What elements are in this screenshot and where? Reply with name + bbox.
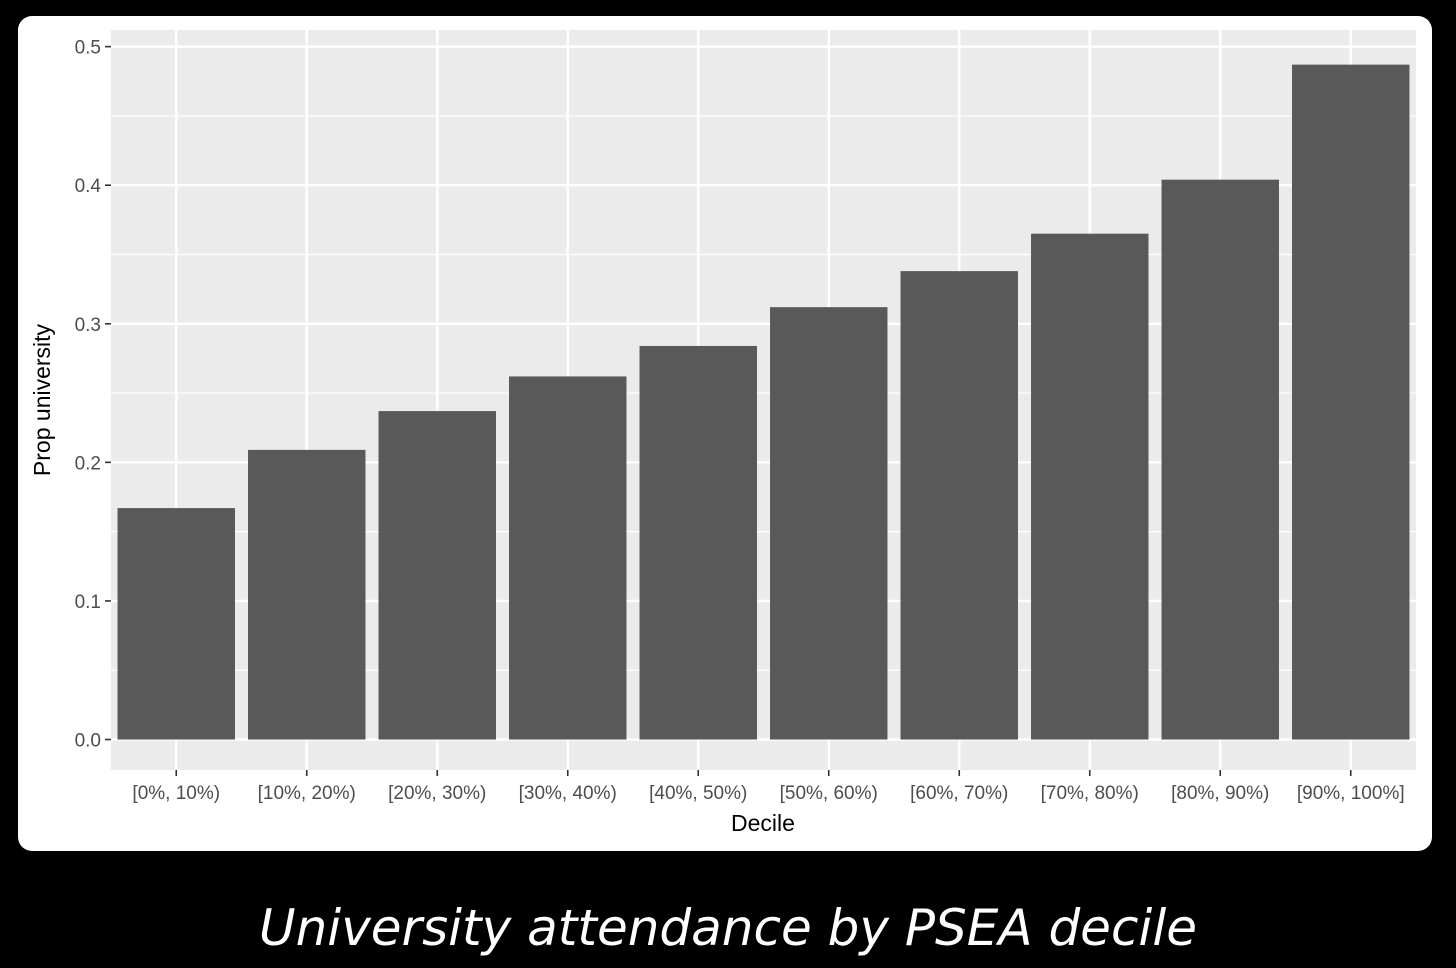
bar bbox=[1161, 179, 1279, 740]
y-axis: 0.0 0.1 0.2 0.3 0.4 0.5 bbox=[75, 38, 111, 752]
x-tick-label: [0%, 10%) bbox=[132, 783, 220, 804]
bar bbox=[900, 271, 1018, 740]
bar bbox=[378, 411, 496, 740]
chart-card: 0.0 0.1 0.2 0.3 0.4 0.5 [0%, 10%) [10%, 20%) [2… bbox=[18, 16, 1432, 851]
x-tick-label: [10%, 20%) bbox=[258, 783, 356, 804]
x-tick-label: [40%, 50%) bbox=[649, 783, 747, 804]
x-axis-title: Decile bbox=[731, 810, 795, 836]
bar bbox=[248, 449, 366, 740]
bar bbox=[1292, 64, 1410, 740]
x-tick-label: [70%, 80%) bbox=[1041, 783, 1139, 804]
y-axis-title: Prop university bbox=[29, 323, 55, 476]
bar bbox=[639, 345, 757, 740]
bar bbox=[1031, 233, 1149, 740]
bar bbox=[770, 307, 888, 740]
figure-caption: University attendance by PSEA decile bbox=[259, 899, 1197, 957]
y-tick-label: 0.5 bbox=[75, 38, 101, 59]
bar bbox=[117, 508, 235, 740]
bar bbox=[509, 376, 627, 740]
bar-chart: 0.0 0.1 0.2 0.3 0.4 0.5 [0%, 10%) [10%, 20%) [2… bbox=[29, 30, 1416, 836]
x-tick-label: [60%, 70%) bbox=[910, 783, 1008, 804]
x-tick-label: [20%, 30%) bbox=[388, 783, 486, 804]
y-tick-label: 0.0 bbox=[75, 731, 101, 752]
x-tick-label: [90%, 100%] bbox=[1297, 783, 1405, 804]
y-tick-label: 0.1 bbox=[75, 592, 101, 613]
y-tick-label: 0.4 bbox=[75, 176, 102, 197]
x-tick-label: [30%, 40%) bbox=[519, 783, 617, 804]
bars bbox=[117, 64, 1410, 740]
x-tick-label: [50%, 60%) bbox=[780, 783, 878, 804]
x-axis: [0%, 10%) [10%, 20%) [20%, 30%) [30%, 40%) [… bbox=[132, 770, 1405, 804]
y-tick-label: 0.3 bbox=[75, 315, 101, 336]
x-tick-label: [80%, 90%) bbox=[1171, 783, 1269, 804]
y-tick-label: 0.2 bbox=[75, 453, 101, 474]
